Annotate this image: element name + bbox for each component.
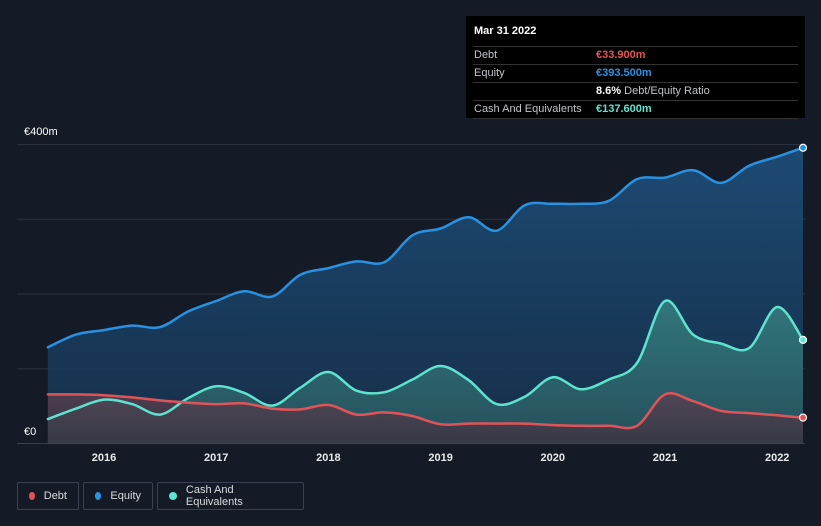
tooltip-ratio-line: 8.6% Debt/Equity Ratio (596, 83, 710, 100)
y-axis-bottom-label: €0 (24, 426, 37, 438)
tooltip-ratio-label: Debt/Equity Ratio (624, 85, 710, 97)
equity-legend-dot-icon (95, 492, 102, 500)
legend-label-debt: Debt (43, 490, 67, 502)
data-tooltip: Mar 31 2022 Debt €33.900m Equity €393.50… (466, 16, 805, 119)
cash-legend-dot-icon (169, 492, 177, 500)
x-tick-label: 2018 (316, 452, 340, 464)
legend-item-debt[interactable]: Debt (17, 482, 79, 510)
tooltip-row-ratio: 8.6% Debt/Equity Ratio (473, 82, 798, 100)
x-tick-label: 2022 (765, 452, 789, 464)
tooltip-row-cash: Cash And Equivalents €137.600m (473, 100, 798, 119)
x-tick-label: 2017 (204, 452, 228, 464)
tooltip-debt-value: €33.900m (596, 49, 646, 61)
x-tick-label: 2019 (428, 452, 452, 464)
debt-legend-dot-icon (29, 492, 35, 500)
debt-line (46, 392, 805, 430)
x-tick-label: 2021 (653, 452, 677, 464)
tooltip-row-equity: Equity €393.500m (473, 64, 798, 82)
tooltip-debt-label: Debt (474, 49, 498, 61)
cash-end-marker (798, 335, 808, 344)
equity-end-marker (798, 143, 808, 152)
debt-end-marker (798, 413, 808, 422)
x-tick-label: 2020 (541, 452, 565, 464)
debt-area (47, 393, 803, 443)
tooltip-row-debt: Debt €33.900m (473, 46, 798, 64)
tooltip-equity-value: €393.500m (596, 67, 652, 79)
tooltip-ratio-value: 8.6% (596, 85, 622, 97)
legend-item-equity[interactable]: Equity (83, 482, 153, 510)
equity-area (47, 147, 803, 443)
legend-label-equity: Equity (110, 490, 141, 502)
tooltip-date: Mar 31 2022 (474, 25, 537, 37)
equity-line (46, 146, 805, 349)
y-axis-top-label: €400m (24, 126, 58, 138)
x-tick-label: 2016 (92, 452, 116, 464)
tooltip-cash-label: Cash And Equivalents (474, 103, 582, 115)
cash-line (46, 299, 805, 421)
legend-item-cash[interactable]: Cash And Equivalents (157, 482, 304, 510)
legend-label-cash: Cash And Equivalents (185, 484, 243, 508)
tooltip-equity-label: Equity (474, 67, 505, 79)
tooltip-cash-value: €137.600m (596, 103, 652, 115)
